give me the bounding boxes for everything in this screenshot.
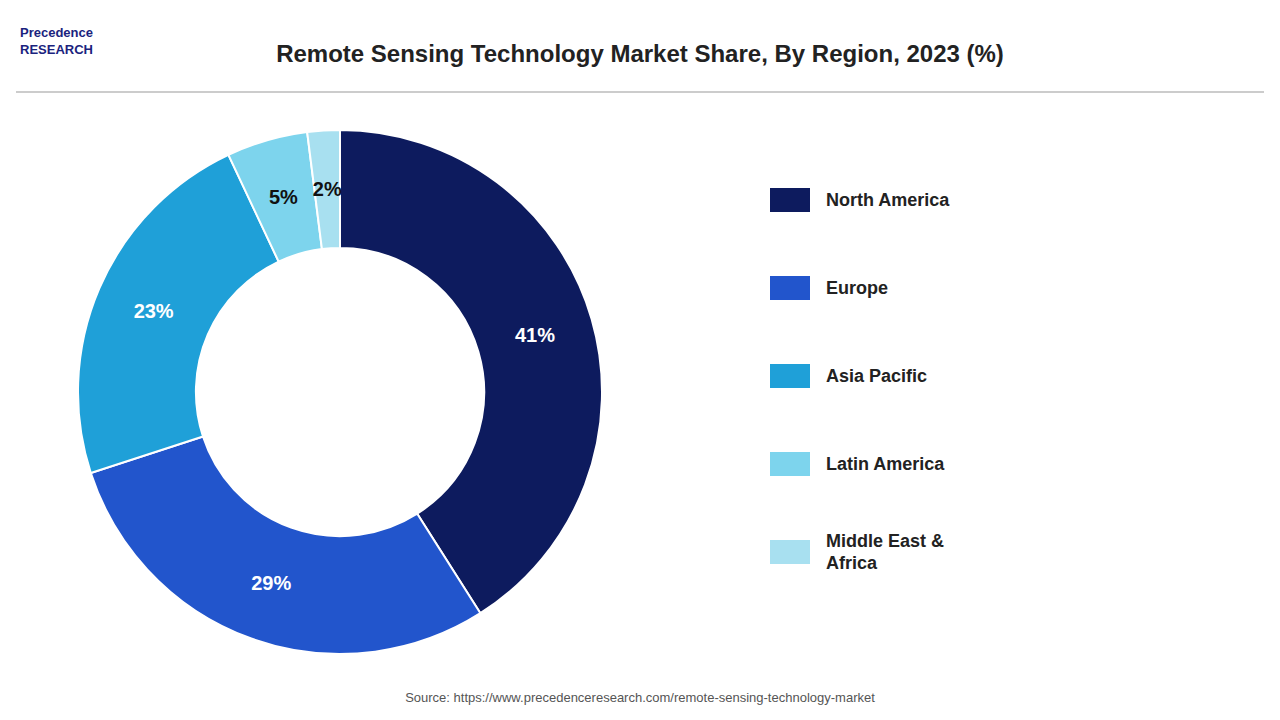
background <box>0 0 1280 720</box>
source-note: Source: https://www.precedenceresearch.c… <box>405 690 875 705</box>
data-label: 41% <box>515 324 555 346</box>
chart-container: Remote Sensing Technology Market Share, … <box>0 0 1280 720</box>
legend-swatch <box>770 452 810 476</box>
legend-swatch <box>770 188 810 212</box>
donut <box>78 130 602 654</box>
legend-label: Europe <box>826 278 888 298</box>
slice <box>228 132 321 262</box>
data-labels: 41% 29% 23% 5% 2% <box>134 178 556 594</box>
data-label: 23% <box>134 300 174 322</box>
chart: Remote Sensing Technology Market Share, … <box>0 0 1280 720</box>
legend-label: Middle East &Africa <box>826 531 944 573</box>
title: Remote Sensing Technology Market Share, … <box>276 40 1004 67</box>
title-rule <box>16 91 1264 93</box>
legend-swatch <box>770 540 810 564</box>
legend-label: Latin America <box>826 454 945 474</box>
slice <box>78 155 279 473</box>
data-label: 2% <box>313 178 342 200</box>
legend-label: Asia Pacific <box>826 366 927 386</box>
legend-swatch <box>770 276 810 300</box>
slice <box>91 437 481 654</box>
legend-label: North America <box>826 190 950 210</box>
data-label: 29% <box>251 572 291 594</box>
logo-text: PrecedenceRESEARCH <box>20 25 93 57</box>
legend-swatch <box>770 364 810 388</box>
legend: North America Europe Asia Pacific Latin Ame… <box>770 188 950 573</box>
data-label: 5% <box>269 186 298 208</box>
